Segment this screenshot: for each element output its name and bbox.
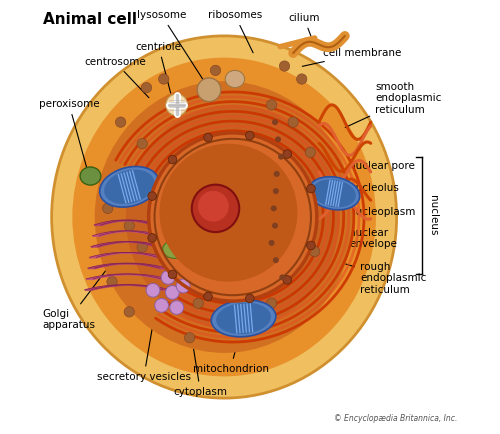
Circle shape: [166, 286, 179, 299]
Text: nuclear pore: nuclear pore: [320, 161, 415, 181]
Circle shape: [274, 171, 280, 177]
Circle shape: [124, 220, 134, 231]
Circle shape: [273, 257, 279, 263]
Circle shape: [280, 274, 285, 280]
Text: nucleolus: nucleolus: [242, 183, 399, 204]
Circle shape: [270, 205, 276, 211]
Circle shape: [310, 247, 320, 256]
Ellipse shape: [308, 177, 360, 210]
Circle shape: [280, 61, 289, 71]
Text: lysosome: lysosome: [137, 10, 208, 87]
Text: rough
endoplasmic
reticulum: rough endoplasmic reticulum: [328, 259, 426, 295]
Circle shape: [158, 74, 169, 84]
Circle shape: [204, 292, 212, 301]
Text: ribosomes: ribosomes: [208, 10, 262, 53]
Ellipse shape: [225, 70, 244, 88]
Circle shape: [272, 223, 278, 229]
Circle shape: [102, 203, 113, 214]
Circle shape: [246, 294, 254, 303]
Text: cilium: cilium: [288, 13, 320, 38]
Ellipse shape: [80, 167, 101, 185]
Text: nucleoplasm: nucleoplasm: [285, 207, 416, 222]
Text: mitochondrion: mitochondrion: [192, 322, 268, 374]
Ellipse shape: [192, 184, 239, 232]
Circle shape: [246, 131, 254, 140]
Circle shape: [266, 100, 276, 110]
Circle shape: [305, 147, 316, 158]
Ellipse shape: [197, 78, 221, 102]
Circle shape: [278, 154, 284, 160]
Circle shape: [306, 184, 316, 193]
Text: peroxisome: peroxisome: [38, 99, 100, 174]
Circle shape: [116, 117, 126, 127]
Ellipse shape: [104, 170, 154, 204]
Ellipse shape: [162, 240, 186, 258]
Circle shape: [283, 150, 292, 158]
Circle shape: [168, 270, 177, 279]
Circle shape: [161, 270, 175, 284]
Circle shape: [137, 138, 147, 149]
Ellipse shape: [95, 81, 353, 353]
Circle shape: [168, 155, 177, 164]
Circle shape: [210, 65, 220, 76]
Ellipse shape: [100, 167, 159, 207]
Circle shape: [283, 276, 292, 284]
Circle shape: [124, 307, 134, 317]
Circle shape: [193, 298, 203, 309]
Ellipse shape: [216, 302, 271, 334]
Circle shape: [273, 188, 279, 194]
Text: © Encyclopædia Britannica, Inc.: © Encyclopædia Britannica, Inc.: [334, 414, 457, 423]
Circle shape: [146, 283, 160, 297]
Circle shape: [176, 279, 190, 293]
Circle shape: [296, 74, 307, 84]
Ellipse shape: [126, 105, 340, 329]
Circle shape: [107, 276, 117, 287]
Ellipse shape: [160, 144, 298, 282]
Circle shape: [184, 332, 195, 343]
Circle shape: [170, 301, 183, 315]
Circle shape: [148, 233, 156, 242]
Ellipse shape: [212, 300, 276, 337]
Text: nuclear
envelope: nuclear envelope: [320, 228, 397, 250]
Ellipse shape: [312, 179, 356, 207]
Circle shape: [306, 241, 316, 250]
Circle shape: [204, 133, 212, 142]
Text: smooth
endoplasmic
reticulum: smooth endoplasmic reticulum: [345, 82, 442, 128]
Circle shape: [268, 240, 274, 246]
Ellipse shape: [198, 191, 229, 222]
Text: Golgi
apparatus: Golgi apparatus: [42, 264, 110, 330]
Ellipse shape: [148, 133, 317, 301]
Circle shape: [266, 298, 276, 309]
Text: centriole: centriole: [136, 42, 182, 97]
Ellipse shape: [166, 94, 188, 116]
Circle shape: [272, 119, 278, 125]
Text: nucleus: nucleus: [428, 195, 438, 236]
Ellipse shape: [72, 58, 376, 376]
Text: secretory vesicles: secretory vesicles: [97, 302, 191, 381]
Circle shape: [275, 136, 281, 142]
Circle shape: [148, 192, 156, 201]
Circle shape: [154, 299, 168, 312]
Circle shape: [137, 242, 147, 252]
Text: Animal cell: Animal cell: [43, 12, 137, 27]
Circle shape: [142, 82, 152, 93]
Ellipse shape: [52, 36, 397, 398]
Text: cell membrane: cell membrane: [302, 48, 402, 66]
Text: cytoplasm: cytoplasm: [174, 341, 228, 397]
Circle shape: [288, 117, 298, 127]
Text: centrosome: centrosome: [84, 57, 149, 98]
